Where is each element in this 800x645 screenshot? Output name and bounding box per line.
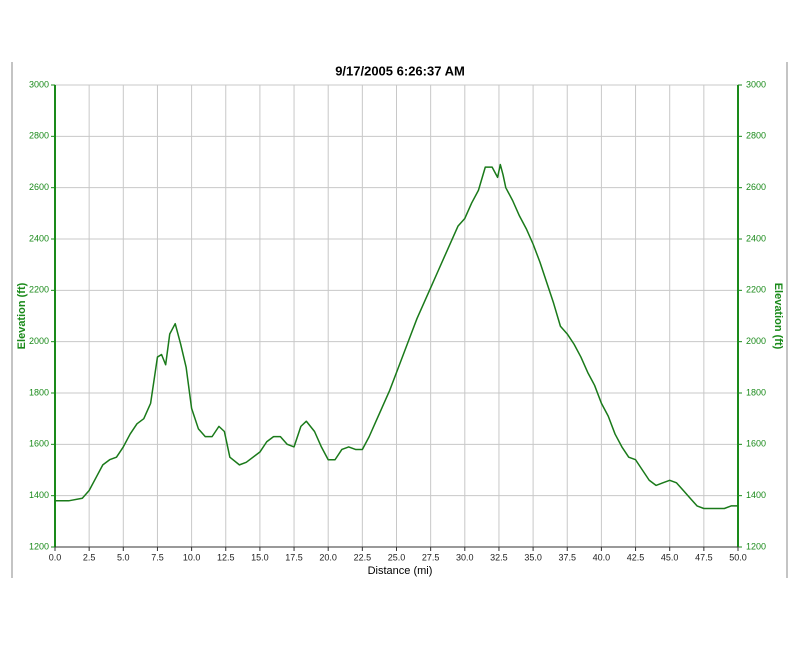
y-tick-label: 2000 <box>29 336 49 346</box>
y2-tick-label: 1600 <box>746 439 766 449</box>
x-tick-label: 20.0 <box>319 552 337 562</box>
x-tick-label: 5.0 <box>117 552 130 562</box>
x-tick-label: 27.5 <box>422 552 440 562</box>
x-tick-label: 35.0 <box>524 552 542 562</box>
y-tick-label: 1600 <box>29 439 49 449</box>
y-tick-label: 2200 <box>29 285 49 295</box>
x-tick-label: 45.0 <box>661 552 679 562</box>
y-tick-label: 2800 <box>29 131 49 141</box>
y2-tick-label: 2400 <box>746 233 766 243</box>
x-tick-label: 17.5 <box>285 552 303 562</box>
x-tick-label: 40.0 <box>593 552 611 562</box>
y2-tick-label: 2600 <box>746 182 766 192</box>
y2-tick-label: 2200 <box>746 285 766 295</box>
x-tick-label: 15.0 <box>251 552 269 562</box>
x-tick-label: 12.5 <box>217 552 235 562</box>
y2-tick-label: 2000 <box>746 336 766 346</box>
x-tick-label: 2.5 <box>83 552 96 562</box>
y2-tick-label: 1400 <box>746 490 766 500</box>
x-tick-label: 32.5 <box>490 552 508 562</box>
y2-tick-label: 3000 <box>746 79 766 89</box>
y2-axis-label: Elevation (ft) <box>772 283 784 350</box>
x-tick-label: 7.5 <box>151 552 164 562</box>
y-tick-label: 2600 <box>29 182 49 192</box>
x-tick-label: 50.0 <box>729 552 747 562</box>
x-tick-label: 10.0 <box>183 552 201 562</box>
x-tick-label: 0.0 <box>49 552 62 562</box>
y-tick-label: 2400 <box>29 233 49 243</box>
elevation-line <box>55 163 738 510</box>
y2-tick-label: 1800 <box>746 387 766 397</box>
x-tick-label: 37.5 <box>558 552 576 562</box>
chart-title: 9/17/2005 6:26:37 AM <box>335 63 465 78</box>
x-tick-label: 25.0 <box>388 552 406 562</box>
x-tick-label: 30.0 <box>456 552 474 562</box>
x-tick-label: 22.5 <box>354 552 372 562</box>
y-axis-label: Elevation (ft) <box>16 282 28 349</box>
y-tick-label: 1200 <box>29 541 49 551</box>
y-tick-label: 1400 <box>29 490 49 500</box>
y2-tick-label: 2800 <box>746 131 766 141</box>
x-tick-label: 42.5 <box>627 552 645 562</box>
y2-tick-label: 1200 <box>746 541 766 551</box>
y-tick-label: 3000 <box>29 79 49 89</box>
x-axis-label: Distance (mi) <box>368 565 433 577</box>
x-tick-label: 47.5 <box>695 552 713 562</box>
y-tick-label: 1800 <box>29 387 49 397</box>
